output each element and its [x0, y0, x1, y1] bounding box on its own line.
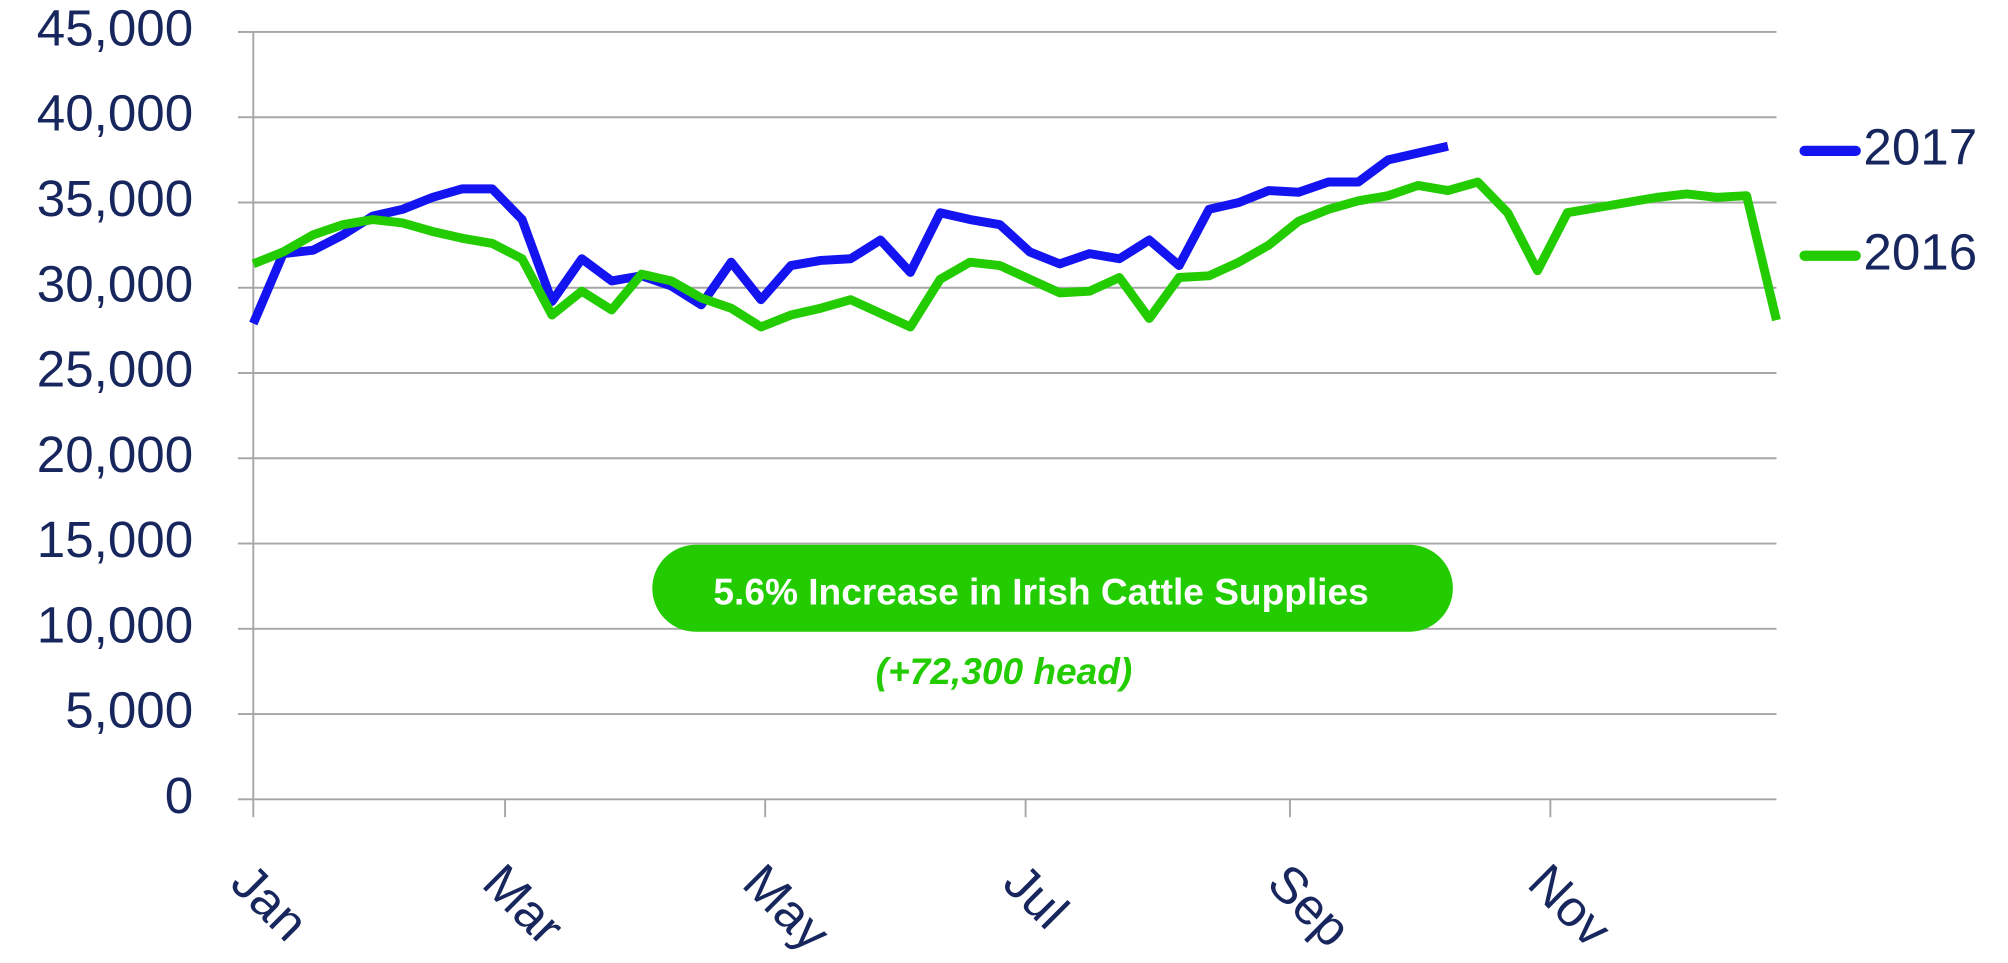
y-tick-label: 45,000 [37, 0, 193, 56]
legend-label: 2016 [1863, 223, 1977, 280]
y-tick-label: 25,000 [37, 341, 193, 398]
x-tick-label: Jan [221, 853, 320, 952]
y-tick-label: 10,000 [37, 596, 193, 653]
line [251, 177, 1781, 332]
x-tick-label: May [733, 853, 842, 962]
y-tick-label: 40,000 [37, 85, 193, 142]
annotation: 5.6% Increase in Irish Cattle Supplies [713, 570, 1368, 612]
legend-label: 2017 [1863, 118, 1977, 175]
y-tick-label: 0 [165, 767, 193, 824]
annotation: (+72,300 head) [876, 650, 1133, 692]
y-tick-label: 20,000 [37, 426, 193, 483]
y-tick-label: 15,000 [37, 511, 193, 568]
x-tick-label: Jul [993, 853, 1080, 940]
x-tick-label: Sep [1257, 853, 1362, 958]
y-tick-label: 30,000 [37, 255, 193, 312]
x-tick-label: Nov [1518, 853, 1623, 958]
y-tick-label: 5,000 [65, 682, 193, 739]
x-tick-label: Mar [472, 853, 575, 956]
y-tick-label: 35,000 [37, 170, 193, 227]
line [249, 141, 1449, 326]
annotation-box [652, 544, 1453, 632]
